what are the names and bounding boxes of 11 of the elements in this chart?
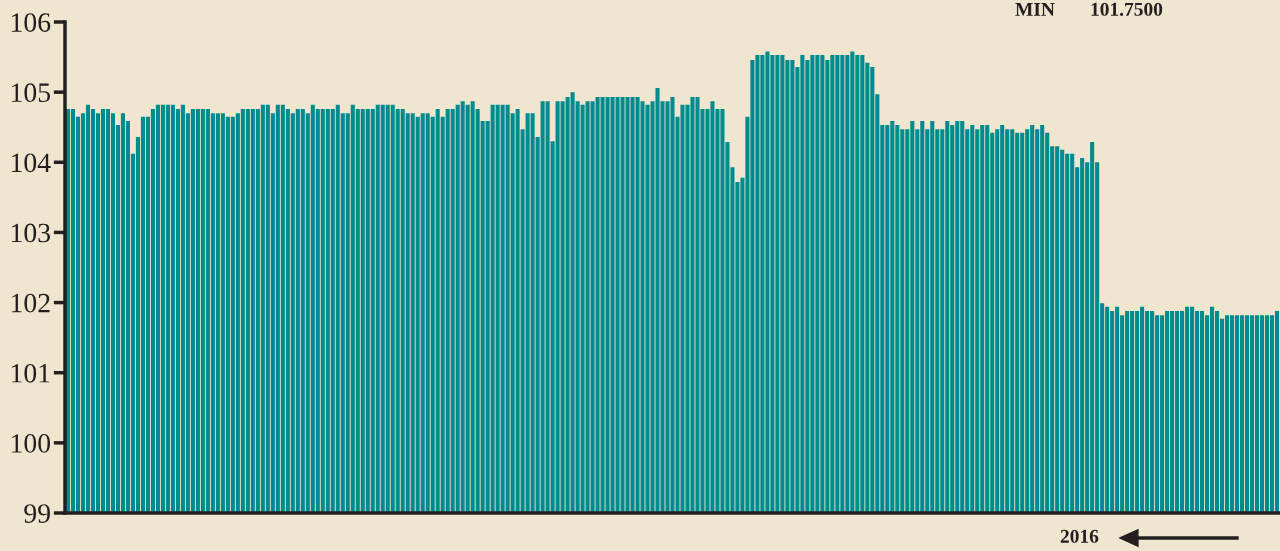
text: 101.7500: [1091, 2, 1163, 16]
text: 2016: [1060, 529, 1099, 543]
y-tick-label: 106: [11, 13, 51, 32]
y-tick-label: 102: [11, 293, 50, 313]
y-tick-label: 105: [11, 83, 51, 103]
y-tick-label: 103: [11, 223, 51, 243]
y-tick-label: 100: [11, 434, 51, 453]
y-tick-label: 104: [11, 153, 51, 173]
y-tick-label: 99: [24, 504, 50, 523]
text: MIN: [1015, 2, 1055, 16]
y-tick-label: 101: [11, 363, 50, 383]
